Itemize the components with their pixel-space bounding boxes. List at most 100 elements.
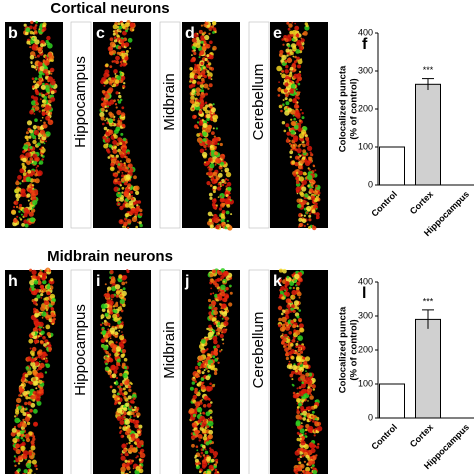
puncta	[44, 345, 47, 348]
puncta	[198, 390, 201, 392]
puncta	[201, 77, 205, 82]
puncta	[285, 356, 289, 361]
puncta	[223, 320, 229, 327]
puncta	[129, 471, 131, 474]
puncta	[125, 402, 130, 407]
puncta	[29, 109, 34, 115]
puncta	[205, 411, 211, 417]
puncta	[304, 388, 307, 392]
puncta	[26, 413, 30, 417]
puncta	[299, 455, 303, 459]
puncta	[114, 79, 120, 84]
puncta	[307, 400, 309, 402]
puncta	[140, 452, 146, 459]
puncta	[32, 105, 35, 109]
puncta	[123, 181, 128, 186]
puncta	[116, 34, 120, 38]
puncta	[23, 168, 26, 171]
puncta	[14, 464, 17, 467]
puncta	[115, 91, 119, 95]
puncta	[133, 408, 136, 411]
puncta	[310, 183, 314, 187]
puncta	[198, 439, 201, 442]
puncta	[34, 89, 39, 93]
puncta	[313, 404, 318, 409]
puncta	[197, 67, 201, 71]
puncta	[122, 30, 127, 36]
puncta	[17, 450, 21, 453]
puncta	[113, 134, 118, 139]
puncta	[229, 284, 232, 288]
puncta	[15, 410, 20, 415]
puncta	[295, 49, 301, 54]
puncta	[112, 145, 115, 148]
puncta	[38, 28, 41, 30]
puncta	[308, 168, 311, 171]
puncta	[202, 360, 208, 366]
puncta	[131, 216, 138, 222]
puncta	[199, 148, 205, 154]
puncta	[298, 402, 302, 407]
puncta	[300, 370, 303, 372]
puncta	[113, 369, 118, 374]
puncta	[119, 420, 125, 425]
puncta	[295, 91, 300, 97]
puncta	[24, 401, 28, 406]
puncta	[223, 223, 227, 227]
puncta	[286, 364, 292, 369]
puncta	[285, 65, 289, 69]
puncta	[38, 137, 41, 140]
puncta	[207, 298, 212, 303]
puncta	[125, 281, 128, 284]
puncta	[131, 436, 136, 441]
puncta	[36, 164, 39, 168]
puncta	[200, 384, 206, 390]
puncta	[211, 305, 214, 308]
puncta	[42, 99, 45, 103]
puncta	[42, 336, 46, 340]
region-label: Midbrain	[161, 73, 178, 131]
puncta	[293, 76, 296, 79]
region-label: Hippocampus	[72, 304, 89, 396]
puncta	[38, 379, 43, 384]
puncta	[310, 195, 316, 201]
puncta	[292, 391, 296, 395]
puncta	[308, 409, 310, 412]
puncta	[297, 335, 304, 341]
puncta	[221, 183, 225, 187]
puncta	[17, 405, 22, 410]
puncta	[119, 142, 123, 146]
puncta	[199, 399, 203, 403]
puncta	[291, 22, 294, 24]
y-axis-label: Colocalized puncta	[338, 65, 349, 152]
puncta	[32, 37, 35, 40]
puncta	[224, 181, 227, 184]
puncta	[24, 433, 30, 439]
puncta	[278, 317, 282, 322]
puncta	[43, 68, 49, 74]
puncta	[116, 191, 122, 198]
puncta	[38, 327, 42, 331]
puncta	[309, 212, 312, 215]
puncta	[128, 388, 132, 393]
puncta	[298, 225, 300, 228]
puncta	[306, 463, 309, 466]
puncta	[297, 97, 300, 100]
puncta	[278, 323, 282, 328]
puncta	[19, 388, 23, 391]
puncta	[35, 69, 38, 71]
puncta	[314, 169, 317, 172]
puncta	[33, 54, 36, 57]
puncta	[46, 305, 50, 309]
x-tick-label: Cortex	[408, 189, 435, 216]
puncta	[29, 46, 32, 49]
puncta	[109, 41, 116, 47]
puncta	[30, 350, 35, 356]
puncta	[43, 121, 46, 125]
label-strip	[248, 21, 270, 229]
puncta	[296, 387, 299, 390]
puncta	[113, 350, 116, 354]
puncta	[217, 325, 220, 328]
puncta	[217, 142, 220, 146]
puncta	[125, 155, 128, 159]
